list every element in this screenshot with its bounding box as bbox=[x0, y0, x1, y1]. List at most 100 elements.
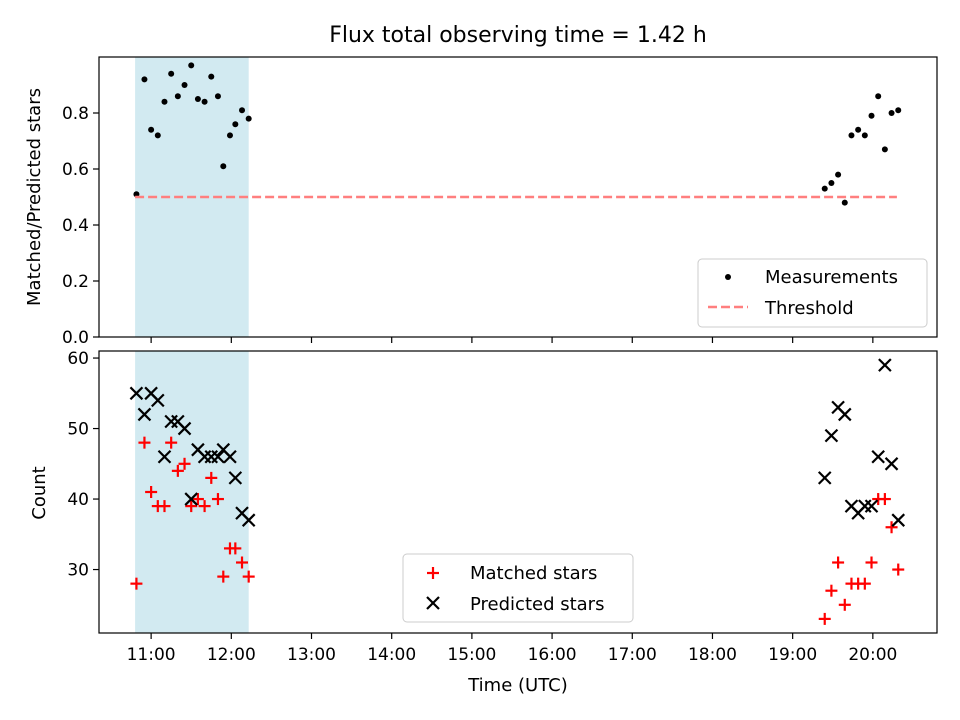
x-tick-label: 18:00 bbox=[688, 645, 737, 665]
measurements-point bbox=[161, 98, 168, 105]
bottom-plot-area: 30 40 50 60 11:00 12:00 13:00 14:00 15:00 16:00 17… bbox=[67, 349, 938, 665]
predicted-stars-point-b bbox=[184, 492, 198, 506]
x-tick-label: 17:00 bbox=[608, 645, 657, 665]
predicted-stars-point bbox=[884, 457, 899, 471]
predicted-stars-point bbox=[151, 393, 165, 408]
bottom-y-axis-label: Count bbox=[29, 466, 50, 519]
predicted-stars-point-b bbox=[824, 428, 839, 443]
measurements-point bbox=[168, 70, 175, 77]
measurements-point bbox=[895, 107, 902, 114]
matched-stars-legend-marker bbox=[427, 567, 439, 579]
matched-stars-point bbox=[191, 493, 204, 506]
y-tick-label: 0.8 bbox=[62, 104, 89, 124]
matched-stars-point bbox=[165, 436, 178, 449]
matched-stars-point bbox=[229, 542, 242, 555]
matched-stars-point bbox=[130, 577, 143, 590]
predicted-stars-point-b bbox=[129, 386, 144, 401]
measurements-point bbox=[208, 73, 215, 80]
top-legend: Measurements Threshold bbox=[697, 258, 928, 328]
predicted-stars-point bbox=[137, 407, 152, 422]
matched-stars-point bbox=[878, 493, 891, 506]
y-tick-label: 0.0 bbox=[62, 328, 89, 348]
measurements-point bbox=[828, 180, 835, 186]
matched-stars-point bbox=[178, 457, 191, 470]
predicted-stars-point-b bbox=[844, 499, 859, 513]
matched-stars-point bbox=[838, 598, 851, 611]
predicted-stars-point-b bbox=[211, 449, 225, 464]
predicted-stars-point bbox=[228, 471, 243, 485]
measurements-point bbox=[821, 185, 828, 192]
bottom-legend: Matched stars Predicted stars bbox=[402, 553, 634, 623]
predicted-stars-point bbox=[838, 407, 852, 422]
x-tick-label: 12:00 bbox=[207, 645, 256, 665]
matched-stars-point bbox=[205, 471, 218, 484]
measurements-point bbox=[133, 191, 140, 198]
predicted-stars-point bbox=[129, 386, 144, 401]
matched-stars-point bbox=[242, 570, 255, 583]
predicted-stars-point bbox=[241, 513, 256, 527]
matched-stars-point bbox=[865, 556, 878, 569]
predicted-stars-point-b bbox=[891, 513, 906, 527]
predicted-stars-point-b bbox=[171, 414, 185, 429]
predicted-stars-point-b bbox=[223, 449, 237, 464]
measurements-point bbox=[848, 132, 855, 139]
predicted-stars-point-b bbox=[831, 400, 845, 415]
predicted-stars-point-b bbox=[144, 386, 158, 401]
measurements-point bbox=[174, 93, 181, 100]
predicted-stars-point-b bbox=[884, 457, 899, 471]
matched-stars-point bbox=[185, 500, 198, 513]
predicted-stars-point bbox=[223, 449, 237, 464]
predicted-stars-point-b bbox=[151, 393, 165, 408]
y-tick-label: 30 bbox=[67, 561, 89, 581]
measurements-point bbox=[181, 82, 188, 88]
y-tick-label: 0.6 bbox=[62, 160, 89, 180]
predicted-stars-point-b bbox=[177, 421, 192, 436]
plot-frame bbox=[98, 350, 938, 634]
measurements-point bbox=[881, 146, 888, 153]
measurements-point bbox=[232, 121, 239, 128]
measurements-point bbox=[855, 126, 862, 133]
x-tick-label: 20:00 bbox=[848, 645, 897, 665]
measurements-point bbox=[239, 107, 246, 114]
y-tick-label: 0.4 bbox=[62, 216, 89, 236]
top-plot-area: 0.0 0.2 0.4 0.6 0.8 bbox=[62, 56, 938, 348]
predicted-stars-point-b bbox=[235, 506, 249, 520]
x-tick-label: 11:00 bbox=[127, 645, 176, 665]
predicted-stars-point bbox=[157, 449, 172, 464]
matched-stars-point bbox=[236, 556, 249, 569]
matched-stars-point bbox=[211, 493, 224, 506]
measurements-point bbox=[868, 112, 875, 119]
matched-stars-legend-label: Matched stars bbox=[470, 563, 597, 584]
measurements-point bbox=[148, 126, 155, 133]
measurements-point bbox=[188, 62, 195, 69]
predicted-stars-point bbox=[878, 358, 892, 372]
measurements-point bbox=[861, 132, 868, 139]
x-tick-label: 15:00 bbox=[447, 645, 496, 665]
matched-stars-point bbox=[832, 556, 845, 569]
measurements-point bbox=[141, 76, 148, 83]
measurements-point bbox=[226, 132, 233, 139]
predicted-stars-point bbox=[871, 449, 885, 464]
matched-stars-point bbox=[158, 500, 171, 513]
matched-stars-point bbox=[818, 612, 831, 625]
predicted-stars-legend-marker bbox=[426, 596, 440, 610]
predicted-stars-point-b bbox=[137, 407, 152, 422]
predicted-stars-point bbox=[817, 471, 832, 485]
predicted-stars-point-b bbox=[157, 449, 172, 464]
measurements-point bbox=[194, 96, 201, 102]
matched-stars-point bbox=[858, 577, 871, 590]
measurements-point bbox=[835, 171, 842, 178]
predicted-stars-legend-label: Predicted stars bbox=[470, 594, 604, 615]
predicted-stars-point bbox=[184, 492, 198, 506]
matched-stars-point bbox=[885, 521, 898, 534]
predicted-stars-point-b bbox=[191, 442, 205, 457]
measurements-point bbox=[841, 199, 848, 206]
x-tick-label: 13:00 bbox=[287, 645, 336, 665]
predicted-stars-point-b bbox=[871, 449, 885, 464]
x-tick-label: 19:00 bbox=[768, 645, 817, 665]
measurements-legend-label: Measurements bbox=[765, 267, 898, 288]
measurements-point bbox=[875, 93, 882, 100]
predicted-stars-point bbox=[211, 449, 225, 464]
matched-stars-point bbox=[217, 570, 230, 583]
